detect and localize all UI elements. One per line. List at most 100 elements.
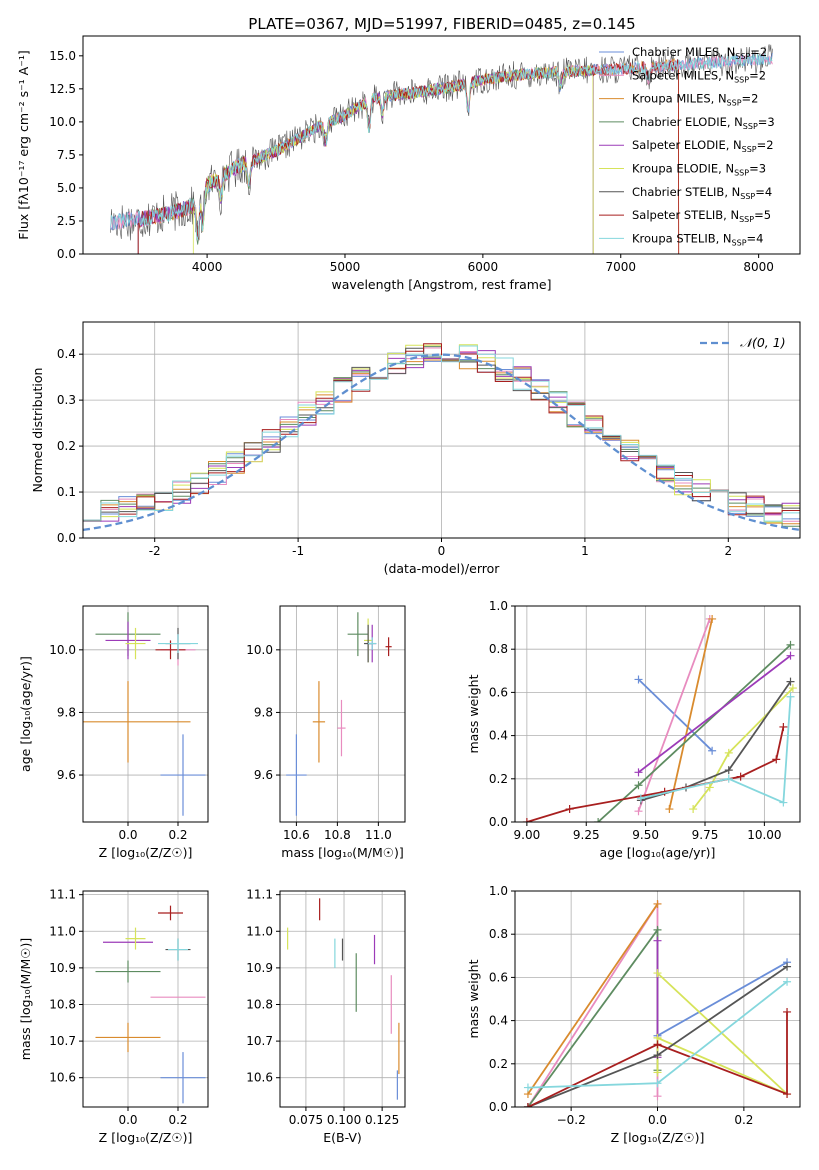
y-tick-label: 9.6 bbox=[57, 768, 76, 782]
mass-weight-series bbox=[640, 696, 792, 804]
x-tick-label: 9.75 bbox=[692, 828, 719, 842]
mass-weight-marker bbox=[653, 1068, 662, 1077]
legend-sub: SSP bbox=[742, 145, 757, 154]
x-tick-label: 10.8 bbox=[324, 828, 351, 842]
legend-sub: SSP bbox=[732, 238, 747, 247]
errorbar-point bbox=[337, 699, 346, 757]
y-tick-label: 0.0 bbox=[57, 531, 76, 545]
mass-weight-marker bbox=[786, 651, 795, 660]
y-tick-label: 11.0 bbox=[49, 924, 76, 938]
spectrum-series bbox=[137, 65, 594, 254]
mass-weight-series bbox=[692, 687, 794, 810]
y-axis-label: Flux [fλ10⁻¹⁷ erg cm⁻² s⁻¹ A⁻¹] bbox=[16, 50, 31, 239]
panel-age-vs-mass: 10.6 10.8 11.0 9.6 9.8 10.0 mass [log₁₀(M/M☉)] bbox=[246, 605, 406, 860]
errorbar-point bbox=[125, 627, 146, 660]
mass-weight-marker bbox=[523, 1083, 532, 1092]
histogram-series bbox=[83, 345, 800, 522]
x-tick-label: -1 bbox=[292, 544, 304, 558]
legend-sub: SSP bbox=[734, 169, 749, 178]
mass-weight-marker bbox=[653, 925, 662, 934]
legend-sub: SSP bbox=[734, 75, 749, 84]
y-tick-label: 11.1 bbox=[49, 888, 76, 902]
mass-weight-marker bbox=[779, 722, 788, 731]
errorbar-point bbox=[158, 905, 183, 921]
plot-area bbox=[83, 343, 800, 532]
x-tick-label: 1 bbox=[581, 544, 589, 558]
x-tick-label: 9.50 bbox=[632, 828, 659, 842]
errorbar-point bbox=[95, 1022, 161, 1053]
x-tick-label: 0.2 bbox=[168, 828, 187, 842]
y-tick-label: 12.5 bbox=[49, 82, 76, 96]
y-tick-label: 10.8 bbox=[49, 997, 76, 1011]
x-axis-label: E(B-V) bbox=[323, 1130, 362, 1145]
plot-area bbox=[286, 612, 392, 816]
x-tick-label: 4000 bbox=[192, 260, 223, 274]
panel-mass-vs-ebv: 0.075 0.100 0.125 10.6 10.7 10.8 10.9 11.0 11.1 E… bbox=[246, 888, 406, 1145]
x-tick-label: −0.2 bbox=[557, 1113, 586, 1127]
y-tick-label: 0.8 bbox=[489, 642, 508, 656]
mass-weight-marker bbox=[783, 1090, 792, 1099]
legend-nssp: =3 bbox=[749, 162, 766, 176]
errorbar-point bbox=[105, 621, 151, 660]
grid bbox=[280, 606, 405, 822]
y-tick-label: 0.2 bbox=[489, 1057, 508, 1071]
y-tick-label: 0.6 bbox=[489, 970, 508, 984]
spectrum-series bbox=[110, 53, 773, 240]
panel-residuals: -2 -1 0 1 2 0.0 0.1 0.2 0.3 0.4 (data-model)/error… bbox=[30, 321, 801, 576]
mass-weight-series bbox=[668, 618, 713, 810]
axes-frame bbox=[82, 605, 209, 823]
y-tick-label: 10.0 bbox=[49, 115, 76, 129]
legend-nssp: =2 bbox=[757, 138, 774, 152]
legend-sub: SSP bbox=[727, 99, 742, 108]
mass-weight-series bbox=[637, 618, 711, 812]
y-tick-label: 10.8 bbox=[246, 997, 273, 1011]
x-tick-label: 0 bbox=[438, 544, 446, 558]
plot-area bbox=[110, 44, 773, 254]
y-tick-label: 7.5 bbox=[57, 148, 76, 162]
y-tick-label: 1.0 bbox=[489, 884, 508, 898]
x-tick-label: 0.100 bbox=[327, 1113, 361, 1127]
y-axis-label: Normed distribution bbox=[30, 368, 45, 493]
grid bbox=[83, 606, 208, 822]
panel-massweight-vs-age: 9.00 9.25 9.50 9.75 10.00 0.0 0.2 0.4 0.6 0.8 1.0 a… bbox=[466, 599, 801, 860]
y-tick-label: 10.6 bbox=[246, 1071, 273, 1085]
x-axis-label: mass [log₁₀(M/M☉)] bbox=[281, 845, 403, 860]
axes-frame bbox=[82, 890, 209, 1108]
x-tick-label: 8000 bbox=[743, 260, 774, 274]
axes-frame bbox=[279, 890, 406, 1108]
errorbar-point bbox=[158, 634, 198, 653]
y-axis-label: age [log₁₀(age/yr)] bbox=[18, 656, 33, 772]
y-tick-label: 0.4 bbox=[489, 729, 508, 743]
mass-weight-marker bbox=[594, 818, 603, 822]
errorbar-point bbox=[312, 681, 326, 763]
mass-weight-marker bbox=[653, 899, 662, 908]
legend-nssp: =4 bbox=[747, 231, 764, 245]
errorbar-point bbox=[168, 938, 188, 961]
x-axis-label: age [log₁₀(age/yr)] bbox=[600, 845, 716, 860]
x-tick-label: 0.125 bbox=[365, 1113, 399, 1127]
legend-nssp: =4 bbox=[755, 185, 772, 199]
legend-entry: Chabrier MILES, NSSP=2 bbox=[632, 45, 767, 61]
legend-entry: Kroupa STELIB, NSSP=4 bbox=[632, 231, 763, 247]
x-tick-label: 5000 bbox=[330, 260, 361, 274]
y-tick-label: 10.7 bbox=[246, 1034, 273, 1048]
grid bbox=[83, 891, 208, 1107]
legend-nssp: =2 bbox=[749, 68, 766, 82]
mass-weight-marker bbox=[724, 766, 733, 775]
legend-entry: Salpeter MILES, NSSP=2 bbox=[632, 68, 766, 84]
mass-weight-series bbox=[637, 678, 713, 752]
mass-weight-series bbox=[526, 726, 785, 822]
x-tick-label: 0.075 bbox=[289, 1113, 323, 1127]
mass-weight-marker bbox=[653, 1079, 662, 1088]
errorbar-point bbox=[125, 927, 146, 950]
x-tick-label: 7000 bbox=[605, 260, 636, 274]
figure-title: PLATE=0367, MJD=51997, FIBERID=0485, z=0… bbox=[248, 15, 635, 33]
mass-weight-marker bbox=[634, 675, 643, 684]
x-tick-label: 6000 bbox=[468, 260, 499, 274]
mass-weight-marker bbox=[634, 781, 643, 790]
y-tick-label: 9.6 bbox=[254, 768, 273, 782]
x-tick-label: 9.25 bbox=[573, 828, 600, 842]
legend-nssp: =5 bbox=[754, 208, 771, 222]
errorbar-point bbox=[385, 637, 392, 657]
